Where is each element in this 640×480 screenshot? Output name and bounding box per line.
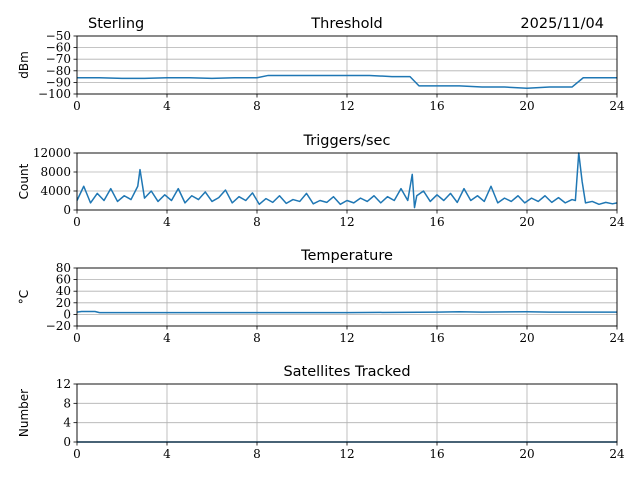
chart-3-y-axis-label: °C [17,290,31,304]
chart-3-y-tick-label-3: 40 [56,284,71,298]
chart-2-y-tick-label-1: 4000 [40,184,71,198]
chart-2: 0 4 8 12 16 20 24 0 4000 8000 12000 Triggers/sec Cou… [17,133,625,229]
chart-1-y-tick-label-4: −60 [46,41,71,55]
chart-2-x-tick-label-6: 24 [609,215,625,229]
chart-3-x-tick-label-6: 24 [609,331,625,345]
chart-1-x-tick-label-5: 20 [519,99,534,113]
chart-4-x-tick-label-3: 12 [339,447,354,461]
chart-1: 0 4 8 12 16 20 24 −100−90−80−70−60−50 Threshold d… [17,16,625,113]
chart-2-x-tick-label-5: 20 [519,215,534,229]
chart-1-y-tick-label-2: −80 [46,64,71,78]
chart-1-y-tick-label-1: −90 [46,75,71,89]
chart-2-x-tick-label-3: 12 [339,215,354,229]
chart-2-x-tick-label-2: 8 [253,215,261,229]
chart-4-x-tick-label-2: 8 [253,447,261,461]
chart-2-x-tick-label-4: 16 [429,215,444,229]
chart-1-x-tick-label-3: 12 [339,99,354,113]
chart-2-y-tick-label-3: 12000 [33,146,71,160]
chart-1-x-tick-label-1: 4 [163,99,171,113]
chart-3-x-tick-label-5: 20 [519,331,534,345]
chart-2-y-tick-label-2: 8000 [40,165,71,179]
chart-2-series-line-1 [76,152,618,209]
chart-4-x-tick-label-1: 4 [163,447,171,461]
chart-1-x-tick-label-6: 24 [609,99,625,113]
chart-4-y-tick-label-0: 0 [63,435,71,449]
chart-4-x-tick-label-5: 20 [519,447,534,461]
chart-1-x-tick-label-2: 8 [253,99,261,113]
chart-1-y-axis-label: dBm [17,51,31,79]
chart-1-y-tick-label-5: −50 [46,29,71,43]
chart-2-y-tick-label-0: 0 [63,203,71,217]
chart-3-title: Temperature [300,248,393,264]
chart-2-x-tick-label-0: 0 [73,215,81,229]
chart-3-y-tick-label-2: 20 [56,296,71,310]
chart-panels: 0 4 8 12 16 20 24 −100−90−80−70−60−50 Threshold d… [17,16,625,461]
chart-4-y-tick-label-1: 4 [63,416,71,430]
chart-2-y-axis-label: Count [17,163,31,199]
chart-1-y-tick-label-0: −100 [38,87,71,101]
station-name: Sterling [88,16,144,32]
chart-3-x-tick-label-1: 4 [163,331,171,345]
chart-1-title: Threshold [310,16,382,32]
chart-3-x-tick-label-4: 16 [429,331,444,345]
date-label: 2025/11/04 [520,16,604,32]
chart-4-y-axis-label: Number [17,389,31,437]
chart-4-y-tick-label-2: 8 [63,396,71,410]
chart-3-y-tick-label-4: 60 [56,273,71,287]
chart-3-y-tick-label-5: 80 [56,261,71,275]
chart-3-x-tick-label-0: 0 [73,331,81,345]
chart-4-x-tick-label-4: 16 [429,447,444,461]
chart-4: 0 4 8 12 16 20 24 0 4 8 12 Satellites Tracked Number [17,364,625,461]
chart-4-title: Satellites Tracked [283,364,410,380]
chart-2-title: Triggers/sec [303,133,391,149]
chart-3-x-tick-label-3: 12 [339,331,354,345]
chart-1-series-line-1 [77,74,617,89]
chart-4-y-tick-label-3: 12 [56,377,71,391]
chart-4-x-tick-label-0: 0 [73,447,81,461]
chart-1-y-tick-label-3: −70 [46,52,71,66]
chart-3-series-line-1 [76,310,617,314]
chart-4-x-tick-label-6: 24 [609,447,625,461]
chart-1-x-tick-label-0: 0 [73,99,81,113]
chart-2-x-tick-label-1: 4 [163,215,171,229]
chart-3-x-tick-label-2: 8 [253,331,261,345]
chart-1-x-tick-label-4: 16 [429,99,444,113]
chart-3-y-tick-label-0: −20 [46,319,71,333]
chart-3-y-tick-label-1: 0 [63,307,71,321]
